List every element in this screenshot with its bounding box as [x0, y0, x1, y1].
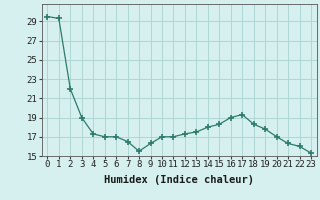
X-axis label: Humidex (Indice chaleur): Humidex (Indice chaleur) [104, 175, 254, 185]
